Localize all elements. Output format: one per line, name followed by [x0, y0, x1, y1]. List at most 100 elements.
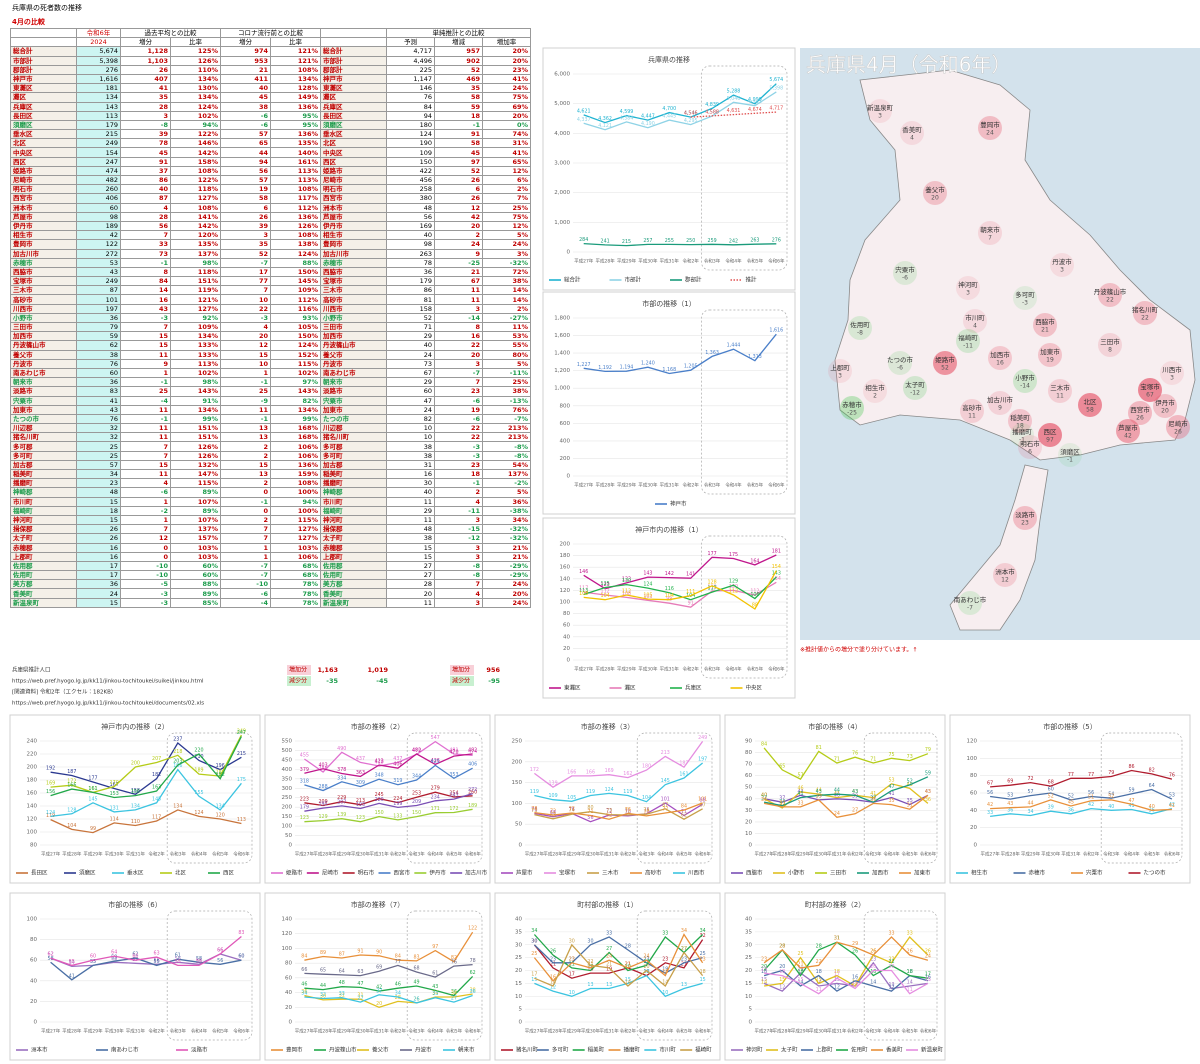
- cell: -7%: [481, 413, 532, 425]
- region-name: 郡部計: [10, 64, 77, 75]
- legend-label: 灘区: [625, 684, 637, 692]
- data-label: 84: [301, 954, 307, 960]
- legend-label: 加西市: [872, 869, 889, 877]
- cell: 6: [220, 202, 271, 213]
- table-row: 美方郡 36 -5 88% -10 78% 美方郡 28 7 24%: [10, 579, 532, 590]
- cell: 106%: [270, 450, 321, 461]
- region-name: 加東市: [320, 404, 387, 415]
- data-label: 14: [907, 979, 913, 985]
- cell: 15: [76, 514, 121, 526]
- map-region: [893, 261, 917, 285]
- cell: 25: [76, 441, 121, 452]
- series-line: [50, 957, 242, 981]
- cell: -1: [120, 377, 171, 388]
- data-label: 5,288: [727, 89, 741, 95]
- data-label: 66: [301, 967, 307, 973]
- data-label: 38: [470, 988, 476, 994]
- legend-label: 尼崎市: [322, 869, 339, 877]
- region-name: たつの市: [10, 413, 77, 425]
- region-name: 姫路市: [320, 165, 387, 177]
- table-row: 上郡町 16 0 103% 1 106% 上郡町 15 3 21%: [10, 551, 532, 562]
- x-tick-label: 平成31年: [1061, 851, 1081, 858]
- cell: 102%: [170, 110, 221, 121]
- cell: -12: [434, 533, 483, 544]
- table-row: 加古川市 272 73 137% 52 124% 加古川市 263 9 3%: [10, 248, 532, 259]
- cell: 249: [76, 276, 121, 287]
- cell: 10: [386, 432, 435, 443]
- cell: -8%: [481, 441, 532, 452]
- cell: 27: [386, 560, 435, 572]
- map-value: -14: [1020, 383, 1030, 390]
- legend-label: 西宮市: [394, 869, 411, 877]
- header-cell: [320, 37, 387, 48]
- cell: 169: [386, 220, 435, 232]
- data-label: 64: [339, 968, 345, 974]
- cell: 134%: [270, 73, 321, 85]
- cell: 127%: [270, 533, 321, 544]
- cell: 15: [220, 459, 271, 471]
- cell: 14%: [481, 285, 532, 296]
- x-tick-label: 令和2年: [390, 1028, 407, 1035]
- cell: 151%: [170, 432, 221, 443]
- data-label: 23: [569, 956, 575, 962]
- data-label: 56: [587, 815, 593, 821]
- table-row: 市川町 15 1 107% -1 94% 市川町 11 4 36%: [10, 496, 532, 507]
- chart-title: 町村部の推移（1）: [577, 900, 637, 909]
- cell: -6: [434, 413, 483, 425]
- data-label: 91: [688, 601, 694, 607]
- series-line: [990, 788, 1173, 801]
- cell: 28: [386, 579, 435, 590]
- data-label: 18: [662, 969, 668, 975]
- map-value: -11: [963, 343, 973, 350]
- cell: 41%: [481, 73, 532, 85]
- cell: 135%: [270, 138, 321, 149]
- x-tick-label: 平成29年: [83, 1028, 103, 1035]
- data-label: 14: [662, 979, 668, 985]
- data-label: 114: [110, 816, 119, 822]
- cell: 4,496: [386, 55, 435, 66]
- cell: 13: [220, 423, 271, 434]
- cell: 3: [434, 514, 483, 526]
- cell: 120%: [170, 230, 221, 241]
- y-tick-label: 25: [515, 955, 522, 961]
- cell: 134%: [170, 92, 221, 103]
- data-label: 482: [468, 747, 477, 753]
- data-label: 5,674: [769, 77, 783, 83]
- cell: 974: [220, 46, 271, 57]
- cell: -29%: [481, 560, 532, 572]
- table-row: 相生市 42 7 120% 3 108% 相生市 40 2 5%: [10, 230, 532, 241]
- data-label: 223: [300, 796, 309, 802]
- cell: 34%: [481, 514, 532, 526]
- legend-label: 垂水区: [127, 869, 144, 877]
- data-label: 34: [432, 990, 438, 996]
- legend-label: 上郡町: [816, 1046, 833, 1054]
- region-name: 小野市: [10, 312, 77, 324]
- map-value: 6: [1028, 449, 1032, 456]
- cell: -7: [220, 570, 271, 581]
- y-tick-label: 450: [282, 757, 293, 763]
- data-label: 254: [449, 790, 458, 796]
- cell: 78%: [270, 588, 321, 599]
- data-label: 348: [375, 773, 384, 779]
- legend-label: 加東市: [914, 869, 931, 877]
- table-row: たつの市 76 -1 99% -1 99% たつの市 82 -6 -7%: [10, 413, 532, 425]
- region-name: 加西市: [320, 331, 387, 342]
- data-label: 161: [88, 786, 97, 792]
- map-region: [900, 121, 924, 145]
- cell: 56: [120, 220, 171, 232]
- data-label: 209: [412, 799, 421, 805]
- header-cell: [10, 27, 77, 39]
- x-tick-label: 平成31年: [126, 851, 146, 858]
- data-label: 179: [300, 805, 309, 811]
- cell: -1: [220, 413, 271, 425]
- cell: 101: [76, 294, 121, 305]
- data-label: 18: [797, 969, 803, 975]
- cell: 35: [434, 83, 483, 94]
- summary-label: 増加分: [452, 666, 470, 674]
- cell: -1: [220, 496, 271, 507]
- y-tick-label: 300: [282, 786, 293, 792]
- cell: 142%: [170, 147, 221, 158]
- data-label: 4,588: [705, 109, 719, 115]
- cell: 107%: [170, 514, 221, 526]
- map-label: 須磨区: [1060, 447, 1080, 456]
